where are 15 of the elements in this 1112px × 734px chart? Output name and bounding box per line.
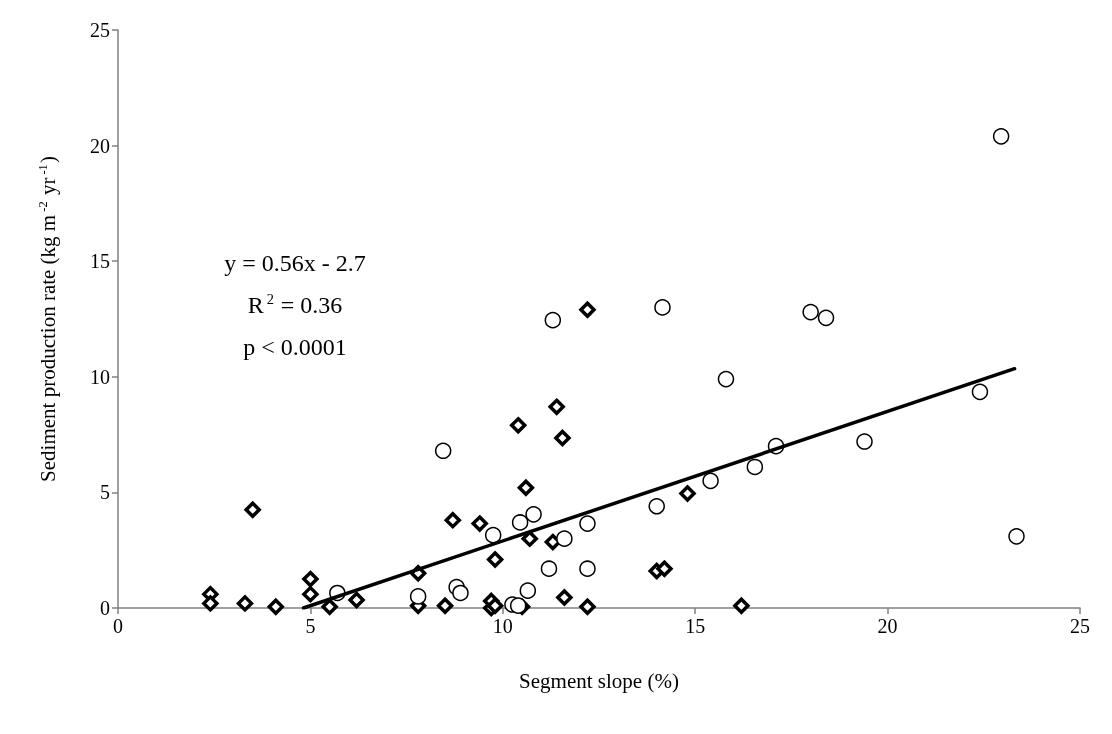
- x-tick-label: 10: [492, 615, 513, 637]
- y-axis-title: Sediment production rate (kg m-2 yr-1): [36, 156, 61, 482]
- y-tick-label: 5: [100, 481, 110, 504]
- x-tick-label: 15: [685, 615, 706, 637]
- y-tick-label: 0: [100, 597, 110, 619]
- annotation: y = 0.56x - 2.7: [224, 250, 366, 276]
- y-tick-label: 25: [90, 19, 110, 41]
- x-tick-label: 20: [877, 615, 898, 637]
- y-tick-label: 20: [90, 134, 110, 157]
- x-tick-label: 5: [305, 615, 316, 637]
- x-axis-title: Segment slope (%): [519, 668, 679, 693]
- y-tick-label: 15: [90, 250, 110, 273]
- x-tick-label: 25: [1070, 615, 1090, 637]
- annotation: p < 0.0001: [243, 334, 347, 360]
- y-tick-label: 10: [90, 365, 110, 388]
